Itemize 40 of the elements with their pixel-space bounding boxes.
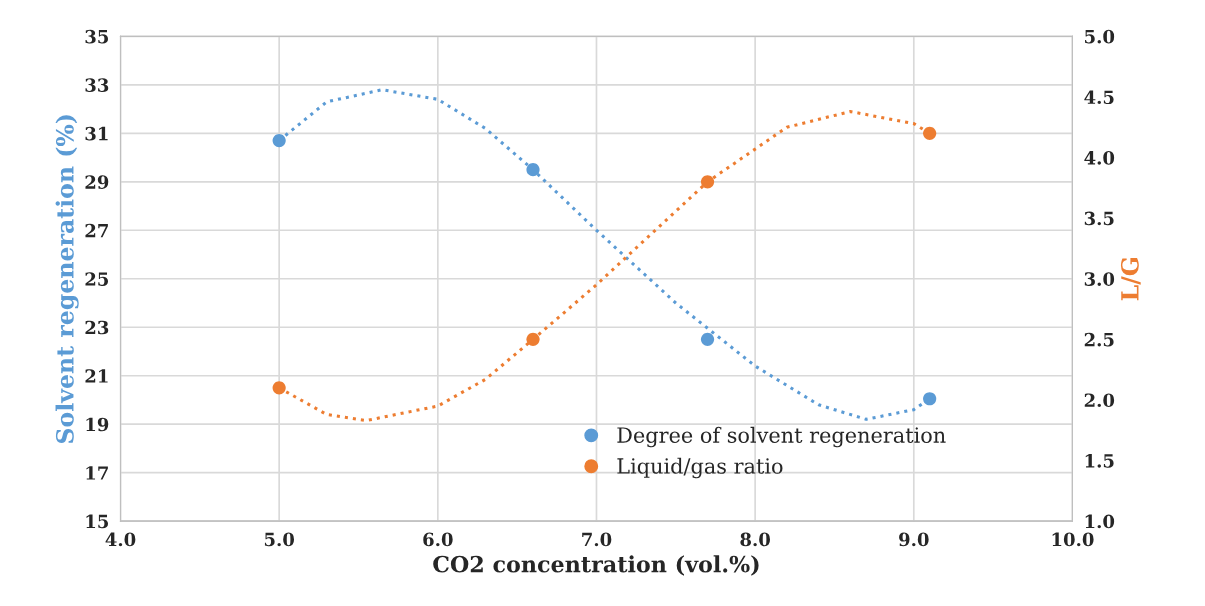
point (272, 134, 286, 148)
y-tick-label: 29 (85, 175, 109, 189)
x-tick-label: 6.0 (423, 532, 453, 547)
y-tick-label: 19 (86, 417, 109, 432)
x-tick-label: 5.0 (264, 532, 295, 547)
x-tick-label: 4.0 (105, 532, 136, 547)
y-tick-label: 33 (85, 78, 109, 92)
y2-tick-label: 4.0 (1084, 151, 1115, 165)
y2-tick-label: 3.5 (1084, 211, 1114, 226)
point (526, 163, 540, 177)
point (923, 126, 937, 140)
point (923, 392, 937, 406)
legend-label: Liquid/gas ratio (617, 457, 783, 479)
y2-tick-label: 2.0 (1084, 393, 1115, 408)
y2-tick-label: 4.5 (1084, 90, 1114, 105)
x-axis-title: CO2 concentration (vol.%) (433, 555, 759, 576)
point (272, 381, 286, 395)
x-tick-label: 9.0 (899, 532, 929, 547)
legend-label: Degree of solvent regeneration (617, 426, 946, 448)
y-tick-label: 17 (86, 466, 108, 480)
point (700, 332, 715, 346)
point (526, 332, 540, 346)
x-tick-label: 10.0 (1052, 532, 1094, 547)
y2-axis-title: L/G (1120, 257, 1141, 301)
y-tick-label: 25 (85, 272, 109, 286)
y2-tick-label: 5.0 (1085, 29, 1115, 44)
y2-tick-label: 1.0 (1085, 514, 1115, 529)
y2-tick-label: 3.0 (1084, 272, 1115, 286)
y-tick-label: 21 (85, 369, 108, 383)
y-tick-label: 15 (86, 514, 109, 529)
x-tick-label: 8.0 (740, 532, 770, 547)
point (700, 175, 715, 189)
y2-tick-label: 2.5 (1084, 332, 1114, 347)
y2-tick-label: 1.5 (1085, 454, 1114, 468)
y-tick-label: 27 (85, 223, 108, 238)
y-tick-label: 31 (85, 126, 108, 141)
y-axis-title: Solvent regeneration (%) (55, 115, 79, 443)
x-tick-label: 7.0 (582, 532, 612, 547)
y-tick-label: 23 (85, 320, 109, 335)
y-tick-label: 35 (85, 29, 109, 44)
